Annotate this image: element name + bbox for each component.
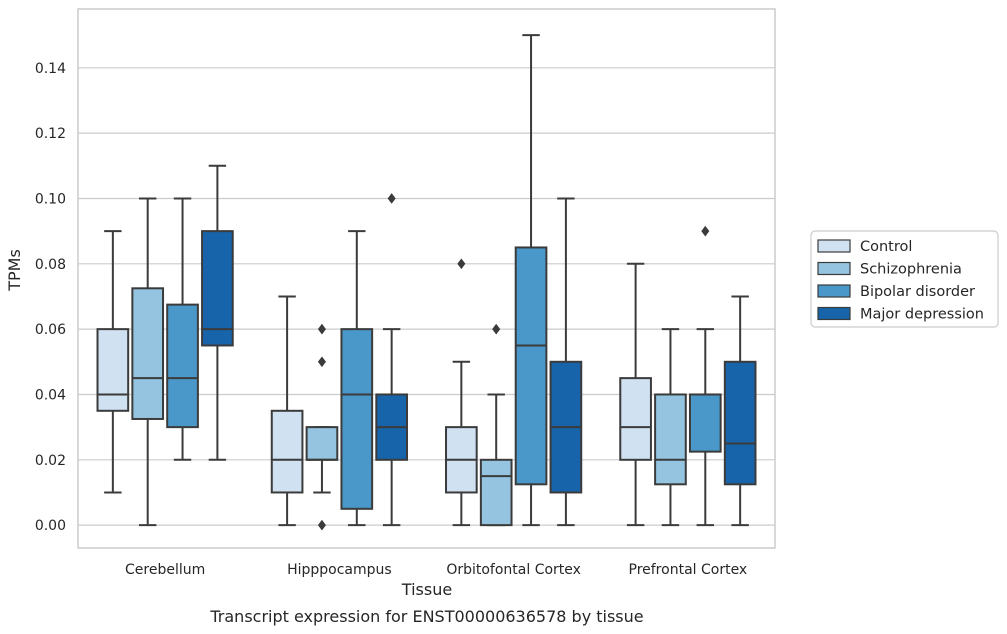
plot-frame <box>77 8 776 549</box>
outlier-point <box>317 356 326 368</box>
x-tick-label: Cerebellum <box>125 562 205 578</box>
legend-swatch <box>817 261 851 276</box>
y-axis-label: TPMs <box>5 249 24 292</box>
outlier-point <box>457 258 466 270</box>
figure-caption: Transcript expression for ENST0000063657… <box>209 607 643 626</box>
legend-swatch <box>817 306 851 321</box>
box-group <box>445 258 478 527</box>
box-group <box>131 197 165 527</box>
outlier-point <box>492 323 501 335</box>
outlier-point <box>701 225 710 237</box>
box-body <box>654 393 687 486</box>
x-tick-label: Prefrontal Cortex <box>629 562 748 578</box>
legend-item: Schizophrenia <box>817 261 962 278</box>
legend-swatch <box>817 284 851 298</box>
box-group <box>514 34 548 527</box>
box-group <box>619 262 652 527</box>
box-group <box>305 323 339 531</box>
x-tick-label: Hipppocampus <box>287 562 392 578</box>
box-body <box>96 328 130 412</box>
box-group <box>688 225 722 527</box>
box-group <box>654 328 687 527</box>
box-group <box>166 197 199 461</box>
box-body <box>514 246 548 486</box>
y-tick-label: 0.08 <box>35 257 66 273</box>
y-tick-label: 0.00 <box>35 518 66 534</box>
outlier-point <box>387 193 396 204</box>
outlier-point <box>317 323 326 335</box>
legend-label: Control <box>860 239 912 255</box>
y-tick-label: 0.04 <box>35 387 66 403</box>
legend: Control Schizophrenia Bipolar disorder Majo… <box>810 230 999 328</box>
box-group <box>479 323 513 527</box>
y-tick-labels: 0.00 0.02 0.04 0.06 0.08 0.10 0.12 0.14 <box>35 61 66 534</box>
y-tick-label: 0.14 <box>35 61 66 77</box>
box-body <box>619 377 652 461</box>
box-body <box>270 409 304 494</box>
y-tick-label: 0.06 <box>35 322 66 338</box>
box-body <box>723 360 757 486</box>
y-tick-label: 0.10 <box>35 191 66 207</box>
legend-item: Major depression <box>817 306 984 323</box>
legend-swatch <box>817 239 851 253</box>
x-tick-label: Orbitofontal Cortex <box>446 562 581 578</box>
box-body <box>201 230 234 347</box>
box-group <box>723 295 757 527</box>
legend-label: Major depression <box>860 307 984 323</box>
box-body <box>305 426 339 461</box>
box-group <box>375 193 408 527</box>
box-group <box>201 164 234 461</box>
y-tick-label: 0.02 <box>35 453 66 469</box>
box-body <box>166 303 199 429</box>
box-group <box>340 230 374 527</box>
box-group <box>270 295 304 527</box>
box-group <box>549 197 583 527</box>
legend-label: Schizophrenia <box>860 262 962 278</box>
legend-item: Bipolar disorder <box>817 284 975 300</box>
box-body <box>131 287 165 420</box>
box-body <box>340 328 374 510</box>
box-series-layer <box>96 34 757 531</box>
outlier-point <box>317 519 326 531</box>
x-tick-labels: Cerebellum Hipppocampus Orbitofontal Corte… <box>125 562 747 578</box>
box-body <box>479 458 513 527</box>
box-body <box>688 393 722 453</box>
box-group <box>96 230 130 494</box>
x-axis-label: Tissue <box>401 580 452 599</box>
y-tick-label: 0.12 <box>35 126 66 142</box>
legend-frame <box>810 230 999 328</box>
legend-item: Control <box>817 239 912 255</box>
legend-label: Bipolar disorder <box>860 284 975 300</box>
